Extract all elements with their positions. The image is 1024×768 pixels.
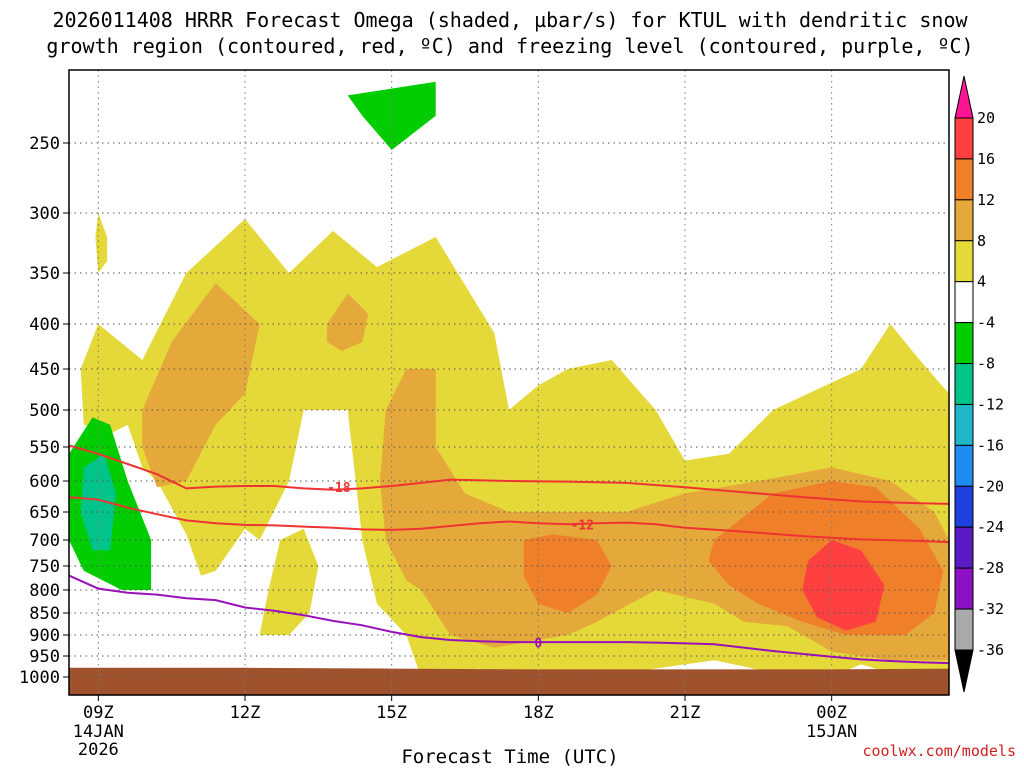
x-tick-label-00Z: 00Z xyxy=(816,703,847,723)
y-tick-label-750: 750 xyxy=(29,557,60,577)
omega-region-3 xyxy=(259,528,319,635)
omega-region-4 xyxy=(142,283,260,488)
colorbar-segment-7 xyxy=(954,363,974,405)
contour-lines: -18 -12 0 xyxy=(68,444,950,665)
colorbar-segment-13 xyxy=(954,608,974,651)
colorbar-segment-11 xyxy=(954,526,974,569)
y-tick-label-800: 800 xyxy=(29,581,60,601)
omega-region-5 xyxy=(327,293,369,351)
contour-label-dendritic-12c: -12 xyxy=(571,518,594,533)
y-tick-label-650: 650 xyxy=(29,503,60,523)
colorbar-segment-12 xyxy=(954,567,974,610)
chart-title-line1: 2026011408 HRRR Forecast Omega (shaded, … xyxy=(52,8,968,32)
colorbar-segment-1 xyxy=(954,117,974,160)
omega-region-12 xyxy=(80,453,116,551)
terrain-surface xyxy=(69,667,949,695)
y-tick-label-900: 900 xyxy=(29,626,60,646)
colorbar-segment-8 xyxy=(954,403,974,446)
x-tick-label-15Z: 15Z xyxy=(376,703,407,723)
colorbar-label-16: 16 xyxy=(977,150,995,168)
colorbar-segment-9 xyxy=(954,444,974,487)
colorbar-label--24: -24 xyxy=(977,518,1004,536)
y-tick-label-500: 500 xyxy=(29,401,60,421)
y-tick-label-450: 450 xyxy=(29,360,60,380)
colorbar-segment-4 xyxy=(954,240,974,283)
y-tick-label-850: 850 xyxy=(29,604,60,624)
y-tick-label-400: 400 xyxy=(29,315,60,335)
omega-region-7 xyxy=(523,534,612,613)
x-tick-year-09Z: 2026 xyxy=(78,740,119,760)
x-tick-label-12Z: 12Z xyxy=(230,703,261,723)
colorbar-segment-5 xyxy=(954,281,974,324)
terrain-fill xyxy=(69,667,949,695)
contour-dendritic-18c xyxy=(68,444,950,505)
colorbar-label--4: -4 xyxy=(977,314,995,332)
chart-title-line2: growth region (contoured, red, ºC) and f… xyxy=(46,34,973,58)
colorbar-label--20: -20 xyxy=(977,477,1004,495)
y-tick-label-600: 600 xyxy=(29,472,60,492)
x-tick-label-09Z: 09Z xyxy=(83,703,114,723)
colorbar-segment-3 xyxy=(954,199,974,242)
plot-area: -18 -12 0 xyxy=(68,69,950,696)
colorbar-label--36: -36 xyxy=(977,641,1004,659)
colorbar-bottom-triangle xyxy=(954,649,974,693)
colorbar-label--28: -28 xyxy=(977,559,1004,577)
colorbar-label--16: -16 xyxy=(977,436,1004,454)
credit-text: coolwx.com/models xyxy=(862,742,1016,760)
x-tick-label-18Z: 18Z xyxy=(523,703,554,723)
y-tick-label-1000: 1000 xyxy=(19,668,60,688)
x-axis-label: Forecast Time (UTC) xyxy=(401,746,618,768)
y-tick-label-950: 950 xyxy=(29,647,60,667)
colorbar: 20 16 12 8 4 -4 -8 -12 -16 -20 -24 -28 -32 -36 xyxy=(954,75,1004,693)
colorbar-label--8: -8 xyxy=(977,355,995,373)
x-tick-sublabel-00Z: 15JAN xyxy=(806,722,857,742)
plot-frame xyxy=(68,69,950,696)
colorbar-top-triangle xyxy=(954,75,974,119)
y-tick-label-700: 700 xyxy=(29,531,60,551)
colorbar-segment-10 xyxy=(954,485,974,528)
y-tick-label-250: 250 xyxy=(29,134,60,154)
colorbar-segment-6 xyxy=(954,322,974,365)
colorbar-label--12: -12 xyxy=(977,395,1004,413)
contour-label-freezing-level-0c: 0 xyxy=(534,637,542,652)
x-tick-sublabel-09Z: 14JAN xyxy=(73,722,124,742)
omega-shading xyxy=(69,81,949,677)
colorbar-label--32: -32 xyxy=(977,600,1004,618)
omega-region-9 xyxy=(802,540,885,631)
contour-label-dendritic-18c: -18 xyxy=(327,481,351,496)
y-tick-label-550: 550 xyxy=(29,438,60,458)
contour-dendritic-12c xyxy=(68,496,950,544)
contour-freezing-level-0c xyxy=(68,574,950,665)
y-tick-label-300: 300 xyxy=(29,204,60,224)
colorbar-label-4: 4 xyxy=(977,273,986,291)
colorbar-segment-2 xyxy=(954,158,974,201)
colorbar-label-8: 8 xyxy=(977,232,986,250)
y-tick-label-350: 350 xyxy=(29,264,60,284)
colorbar-label-12: 12 xyxy=(977,191,995,209)
colorbar-label-20: 20 xyxy=(977,109,995,127)
x-tick-label-21Z: 21Z xyxy=(670,703,701,723)
omega-region-10 xyxy=(347,81,436,150)
y-axis-ticks: 2503003504004505005506006507007508008509… xyxy=(19,134,69,688)
